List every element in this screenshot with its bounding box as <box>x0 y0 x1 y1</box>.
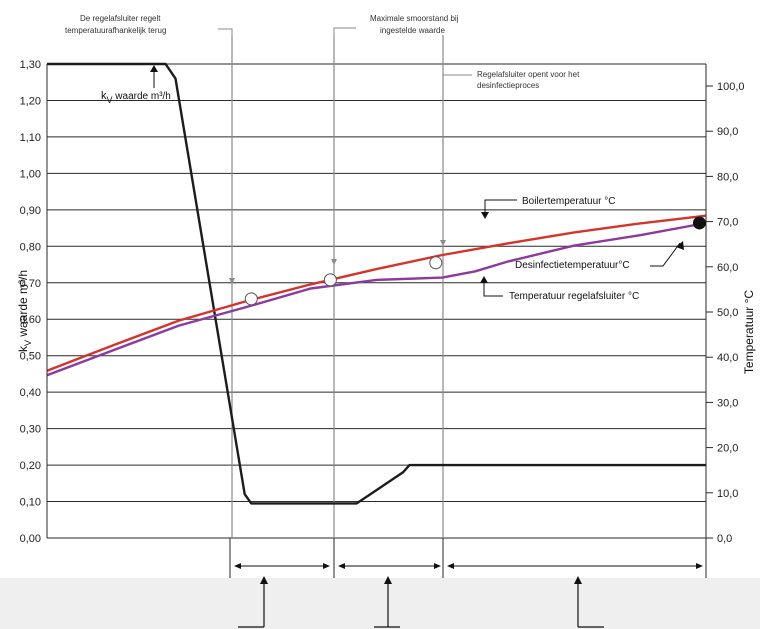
kv-label-arrowhead <box>150 65 158 72</box>
desinfection-label-arrowhead <box>676 241 684 250</box>
right-axis-title: Temperatuur °C <box>742 290 756 374</box>
phase-pointer-head <box>384 576 392 584</box>
right-tick-label: 100,0 <box>717 81 745 93</box>
right-tick-label: 30,0 <box>717 397 738 409</box>
right-tick-label: 80,0 <box>717 171 738 183</box>
marker-filled <box>692 216 706 230</box>
boiler-label-arrow <box>484 199 517 216</box>
annotation-text: desinfectieproces <box>477 81 539 90</box>
right-tick-label: 90,0 <box>717 126 738 138</box>
left-tick-label: 0,00 <box>20 533 41 545</box>
right-tick-label: 0,0 <box>717 533 732 545</box>
phase-arrowhead-right <box>323 563 330 569</box>
left-tick-label: 0,20 <box>20 460 41 472</box>
left-tick-label: 1,00 <box>20 168 41 180</box>
boiler-label-arrowhead <box>481 212 489 219</box>
markers-layer <box>244 216 706 306</box>
phase-arrows <box>234 563 703 628</box>
phase-arrowhead-left <box>338 563 345 569</box>
right-tick-label: 10,0 <box>717 488 738 500</box>
phase-arrowhead-left <box>234 563 241 569</box>
marker-open <box>323 273 337 287</box>
valve-temperature-label-arrowhead <box>480 276 488 283</box>
grid <box>47 63 706 539</box>
phase-arrowhead-left <box>447 563 454 569</box>
phase-pointer-head <box>260 576 268 584</box>
marker-open <box>429 256 443 270</box>
series-line-temperatuur-regelafsluiter-c <box>46 221 707 377</box>
right-tick-label: 50,0 <box>717 307 738 319</box>
annotation-text: ingestelde waarde <box>380 26 445 35</box>
left-tick-label: 0,90 <box>20 205 41 217</box>
arrow-tip <box>331 259 337 265</box>
valve-temperature-label: Temperatuur regelafsluiter °C <box>509 291 639 302</box>
series-layer <box>46 62 707 505</box>
left-tick-label: 0,60 <box>20 314 41 326</box>
left-tick-label: 0,70 <box>20 278 41 290</box>
left-tick-label: 1,30 <box>20 59 41 71</box>
boiler-label: Boilertemperatuur °C <box>522 196 615 207</box>
desinfection-label-arrow <box>650 242 681 267</box>
right-tick-label: 20,0 <box>717 443 738 455</box>
right-tick-label: 60,0 <box>717 262 738 274</box>
annotation-connector <box>218 28 233 40</box>
left-tick-label: 0,80 <box>20 241 41 253</box>
annotation-text: temperatuurafhankelijk terug <box>65 26 166 35</box>
left-tick-label: 0,30 <box>20 424 41 436</box>
left-tick-label: 1,10 <box>20 132 41 144</box>
annotation-connector <box>333 27 356 40</box>
annotation-text: De regelafsluiter regelt <box>80 14 161 23</box>
annotation-text: Regelafsluiter opent voor het <box>477 70 580 79</box>
series-line-boilertemperatuur-c <box>46 214 707 372</box>
left-tick-label: 0,10 <box>20 497 41 509</box>
arrow-tip <box>229 278 235 284</box>
left-tick-label: 0,50 <box>20 351 41 363</box>
right-tick-label: 40,0 <box>717 352 738 364</box>
axes: 0,00 0,10 0,20 0,30 0,40 0,50 0,60 0,70 0,80 0,90… <box>16 59 756 578</box>
kv-series-label: kV waarde m³/h <box>101 90 171 105</box>
right-tick-label: 70,0 <box>717 217 738 229</box>
series-line-kv <box>47 62 706 505</box>
left-tick-label: 1,20 <box>20 95 41 107</box>
arrow-tip <box>440 240 446 246</box>
phase-lines <box>218 27 472 538</box>
desinfection-label: Desinfectietemperatuur°C <box>515 260 630 271</box>
annotations-layer: De regelafsluiter regelt temperatuurafhan… <box>65 14 684 302</box>
phase-arrowhead-right <box>696 563 703 569</box>
left-axis-title: kV waarde m³/h <box>16 270 33 352</box>
phase-pointer-head <box>574 576 582 584</box>
phase-arrowhead-right <box>434 563 441 569</box>
bottom-band <box>0 578 760 629</box>
annotation-text: Maximale smoorstand bij <box>370 14 459 23</box>
left-tick-label: 0,40 <box>20 387 41 399</box>
marker-open <box>244 292 258 306</box>
valve-temperature-label-arrow <box>483 280 503 297</box>
